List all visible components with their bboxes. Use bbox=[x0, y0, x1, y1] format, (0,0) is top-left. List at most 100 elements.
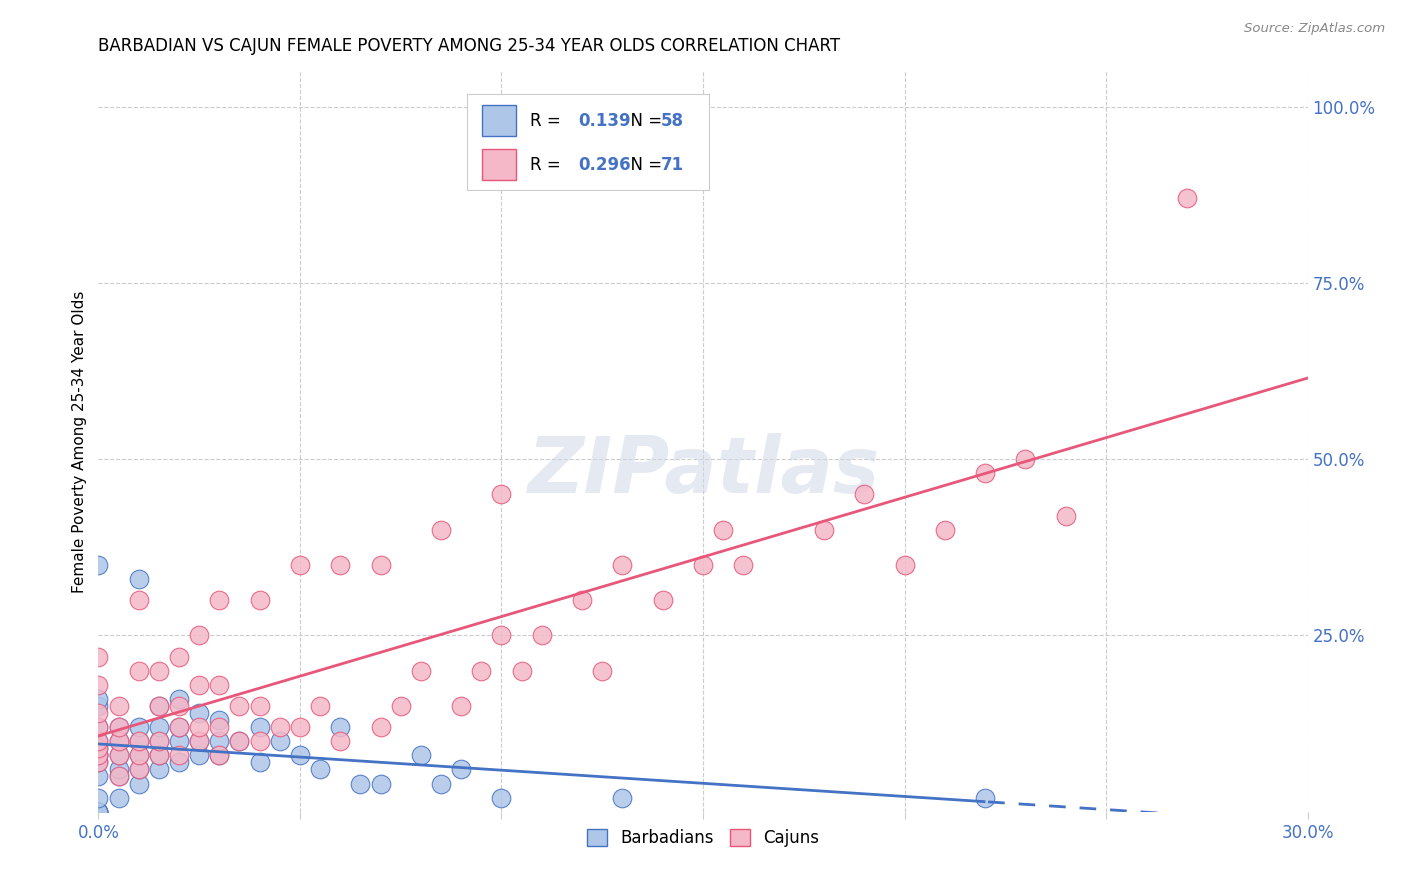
Point bbox=[409, 748, 432, 763]
Point bbox=[208, 720, 231, 734]
Point bbox=[148, 698, 170, 713]
Point bbox=[228, 734, 250, 748]
Point bbox=[107, 748, 129, 763]
Point bbox=[349, 776, 371, 790]
Point bbox=[409, 664, 432, 678]
Point bbox=[87, 720, 110, 734]
Point bbox=[107, 769, 129, 783]
Point bbox=[148, 748, 170, 763]
Point bbox=[208, 748, 231, 763]
Point bbox=[208, 734, 231, 748]
Point bbox=[329, 734, 352, 748]
Point bbox=[188, 720, 211, 734]
Point bbox=[87, 748, 110, 763]
Point bbox=[249, 756, 271, 770]
Point bbox=[571, 593, 593, 607]
Point bbox=[128, 734, 150, 748]
Point bbox=[228, 734, 250, 748]
Point bbox=[249, 593, 271, 607]
Point bbox=[510, 664, 533, 678]
Text: ZIPatlas: ZIPatlas bbox=[527, 434, 879, 509]
Point bbox=[329, 558, 352, 572]
Point bbox=[450, 698, 472, 713]
Point bbox=[208, 678, 231, 692]
Point bbox=[107, 769, 129, 783]
Point bbox=[107, 720, 129, 734]
Point bbox=[188, 734, 211, 748]
Point bbox=[167, 698, 190, 713]
Point bbox=[87, 805, 110, 819]
Point bbox=[612, 558, 634, 572]
Point bbox=[87, 734, 110, 748]
Point bbox=[733, 558, 755, 572]
Point bbox=[87, 769, 110, 783]
Point bbox=[591, 664, 613, 678]
Point bbox=[87, 734, 110, 748]
Point bbox=[107, 763, 129, 777]
Point bbox=[167, 748, 190, 763]
Point bbox=[87, 805, 110, 819]
Point bbox=[389, 698, 412, 713]
Point bbox=[148, 748, 170, 763]
Point bbox=[167, 720, 190, 734]
Point bbox=[128, 593, 150, 607]
Point bbox=[87, 706, 110, 720]
Text: BARBADIAN VS CAJUN FEMALE POVERTY AMONG 25-34 YEAR OLDS CORRELATION CHART: BARBADIAN VS CAJUN FEMALE POVERTY AMONG … bbox=[98, 37, 841, 54]
Point bbox=[87, 720, 110, 734]
Point bbox=[87, 790, 110, 805]
Point bbox=[269, 734, 291, 748]
Point bbox=[188, 748, 211, 763]
Point bbox=[370, 720, 392, 734]
Point bbox=[87, 805, 110, 819]
Text: Source: ZipAtlas.com: Source: ZipAtlas.com bbox=[1244, 22, 1385, 36]
Point bbox=[228, 698, 250, 713]
Point bbox=[470, 664, 492, 678]
Point bbox=[87, 558, 110, 572]
Point bbox=[107, 734, 129, 748]
Point bbox=[370, 558, 392, 572]
Point bbox=[491, 487, 513, 501]
Point bbox=[87, 756, 110, 770]
Point bbox=[491, 628, 513, 642]
Point bbox=[107, 734, 129, 748]
Point bbox=[107, 698, 129, 713]
Point bbox=[249, 720, 271, 734]
Point bbox=[87, 698, 110, 713]
Point bbox=[87, 678, 110, 692]
Point bbox=[148, 698, 170, 713]
Point bbox=[430, 776, 453, 790]
Point bbox=[167, 756, 190, 770]
Point bbox=[167, 734, 190, 748]
Point bbox=[651, 593, 673, 607]
Point bbox=[107, 790, 129, 805]
Point bbox=[128, 763, 150, 777]
Point bbox=[87, 805, 110, 819]
Point bbox=[107, 748, 129, 763]
Y-axis label: Female Poverty Among 25-34 Year Olds: Female Poverty Among 25-34 Year Olds bbox=[72, 291, 87, 592]
Point bbox=[87, 756, 110, 770]
Point bbox=[87, 741, 110, 756]
Point bbox=[148, 720, 170, 734]
Point bbox=[893, 558, 915, 572]
Point bbox=[87, 741, 110, 756]
Point bbox=[430, 523, 453, 537]
Legend: Barbadians, Cajuns: Barbadians, Cajuns bbox=[578, 821, 828, 855]
Point bbox=[87, 805, 110, 819]
Point bbox=[148, 763, 170, 777]
Point bbox=[612, 790, 634, 805]
Point bbox=[853, 487, 876, 501]
Point bbox=[269, 720, 291, 734]
Point bbox=[530, 628, 553, 642]
Point bbox=[1054, 508, 1077, 523]
Point bbox=[288, 748, 311, 763]
Point bbox=[288, 558, 311, 572]
Point bbox=[128, 720, 150, 734]
Point bbox=[128, 734, 150, 748]
Point bbox=[208, 593, 231, 607]
Point bbox=[148, 664, 170, 678]
Point bbox=[167, 649, 190, 664]
Point bbox=[107, 720, 129, 734]
Point bbox=[813, 523, 835, 537]
Point bbox=[934, 523, 956, 537]
Point bbox=[148, 734, 170, 748]
